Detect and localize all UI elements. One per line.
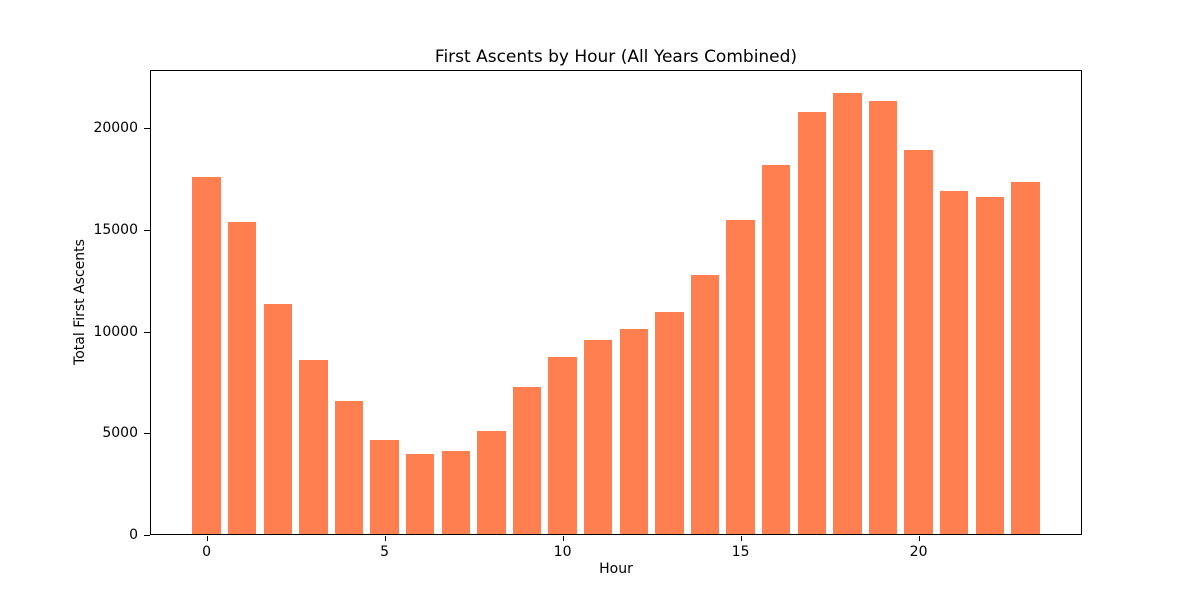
bar-hour-18 <box>833 93 862 534</box>
y-tick-mark <box>144 230 150 231</box>
x-tick-label: 10 <box>553 544 572 560</box>
bar-hour-10 <box>548 357 577 534</box>
y-tick-label: 15000 <box>93 222 138 238</box>
bar-hour-1 <box>227 221 257 534</box>
x-tick-mark <box>206 536 208 541</box>
bar-hour-19 <box>868 100 898 534</box>
y-tick-mark <box>144 331 150 333</box>
bar-hour-2 <box>263 304 293 534</box>
bar-hour-17 <box>797 111 827 534</box>
bar-hour-12 <box>619 329 649 534</box>
bar-hour-6 <box>405 454 435 534</box>
x-tick-mark <box>740 536 742 541</box>
bar-hour-3 <box>299 359 328 534</box>
x-tick-mark <box>918 536 920 541</box>
bar-hour-9 <box>512 387 542 534</box>
bar-hour-21 <box>939 191 969 534</box>
plot-area <box>150 70 1082 535</box>
bar-hour-0 <box>192 177 221 534</box>
bar-hour-22 <box>975 197 1005 534</box>
bar-hour-16 <box>761 164 791 534</box>
x-axis-label: Hour <box>599 561 633 577</box>
y-tick-label: 5000 <box>102 425 138 442</box>
x-tick-label: 20 <box>909 544 928 560</box>
bar-hour-11 <box>583 339 613 534</box>
y-tick-label: 0 <box>129 527 138 543</box>
x-tick-mark <box>384 536 386 541</box>
y-tick-mark <box>144 128 150 130</box>
y-tick-mark <box>144 535 150 536</box>
y-tick-label: 20000 <box>93 120 138 137</box>
bar-hour-8 <box>477 430 506 534</box>
bar-hour-23 <box>1011 181 1040 534</box>
bar-hour-5 <box>370 439 399 534</box>
x-tick-label: 5 <box>380 544 390 560</box>
bar-hour-13 <box>655 311 684 534</box>
bar-hour-20 <box>904 149 933 534</box>
x-tick-label: 15 <box>731 544 750 560</box>
bar-hour-14 <box>690 274 720 534</box>
bar-hour-7 <box>441 451 471 534</box>
x-tick-label: 0 <box>202 544 212 560</box>
y-tick-label: 10000 <box>93 323 138 340</box>
y-tick-mark <box>144 433 150 435</box>
bar-hour-15 <box>726 220 755 534</box>
y-axis-label: Total First Ascents <box>72 239 88 365</box>
x-tick-mark <box>562 536 564 541</box>
chart-title: First Ascents by Hour (All Years Combine… <box>434 47 798 67</box>
bar-hour-4 <box>334 400 364 534</box>
